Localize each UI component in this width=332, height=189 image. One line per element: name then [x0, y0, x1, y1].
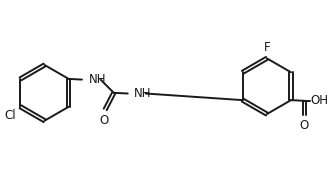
Text: O: O: [299, 119, 309, 132]
Text: O: O: [99, 114, 109, 127]
Text: NH: NH: [89, 73, 106, 86]
Text: OH: OH: [311, 94, 329, 107]
Text: NH: NH: [134, 87, 151, 100]
Text: F: F: [264, 41, 270, 54]
Text: Cl: Cl: [4, 109, 16, 122]
